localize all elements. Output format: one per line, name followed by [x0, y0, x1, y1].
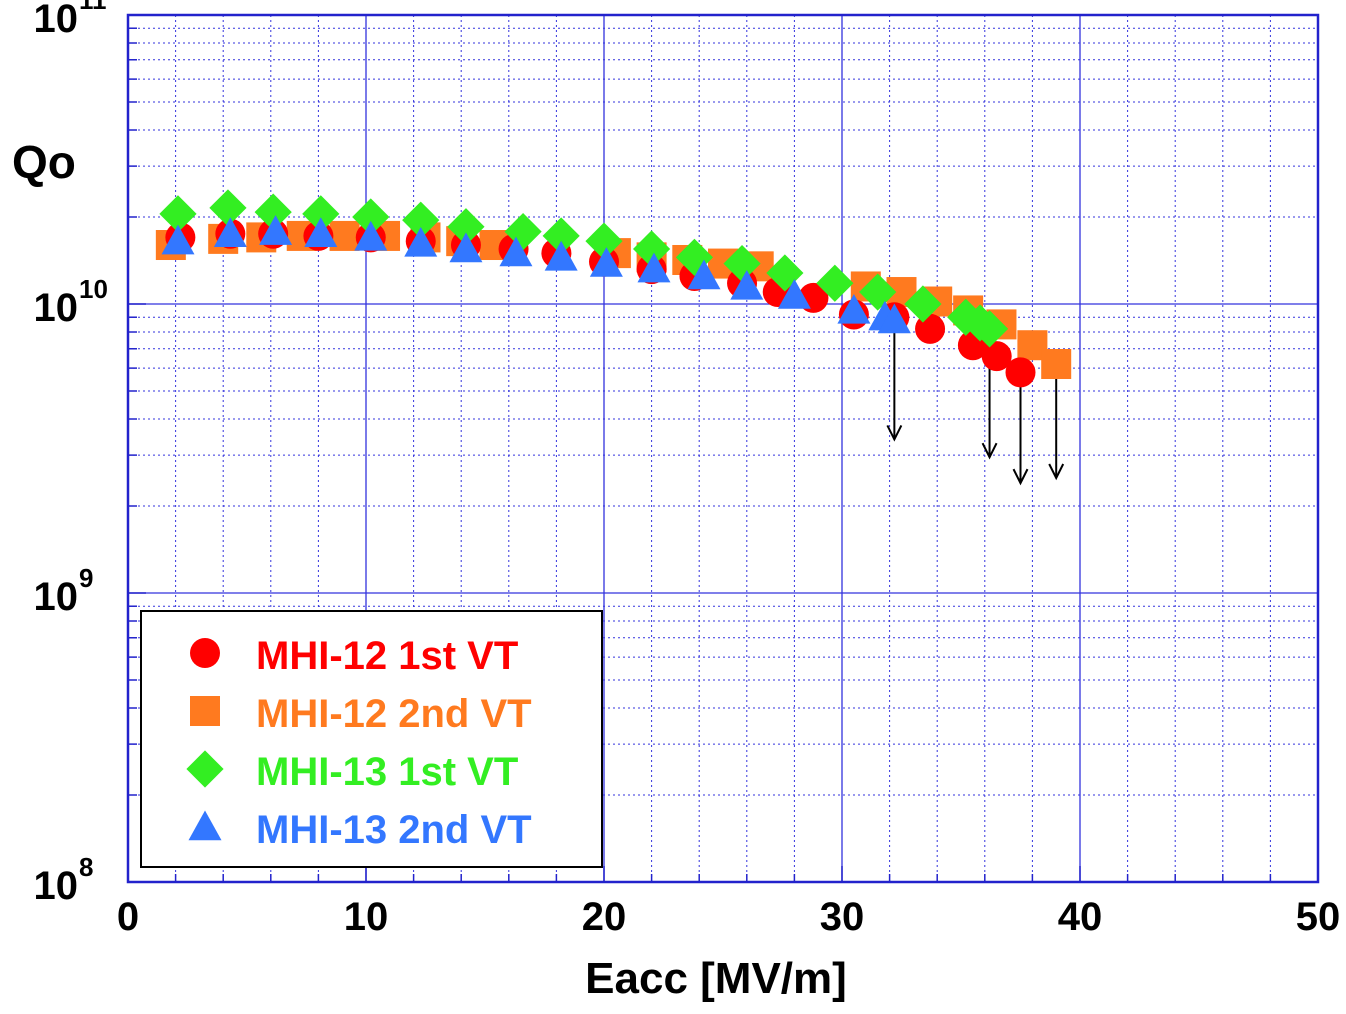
y-axis-title: Qo: [12, 136, 76, 188]
data-point: [904, 285, 942, 323]
limit-arrow-head: [886, 424, 903, 442]
data-point: [981, 341, 1012, 372]
data-point: [1041, 348, 1072, 379]
legend-label: MHI-13 1st VT: [256, 750, 518, 794]
x-tick-label: 20: [582, 895, 627, 939]
y-tick-exponent: 8: [79, 852, 93, 882]
legend-entry: MHI-13 1st VT: [186, 750, 518, 794]
series-diamond-markers: [159, 189, 1009, 348]
data-point: [544, 240, 578, 271]
data-point: [447, 208, 485, 246]
y-tick-label: 10 8: [34, 852, 94, 908]
y-tick-exponent: 10: [79, 274, 108, 304]
y-tick-label: 10 9: [34, 563, 94, 619]
data-point: [589, 247, 623, 277]
data-point: [777, 279, 811, 309]
y-tick-label: 10 11: [34, 0, 107, 41]
plot-frame: [126, 13, 1320, 884]
legend-marker: [190, 638, 220, 668]
y-tick-exponent: 11: [79, 0, 107, 15]
limit-arrow-head: [981, 442, 998, 460]
limit-arrow: [886, 320, 903, 442]
y-tick-label: 10 10: [34, 274, 108, 330]
data-point: [585, 222, 623, 260]
data-point: [304, 217, 338, 247]
legend-marker: [186, 750, 224, 788]
x-tick-label: 40: [1058, 895, 1103, 939]
x-tick-label: 10: [344, 895, 389, 939]
data-point: [302, 195, 340, 233]
legend-marker: [190, 696, 220, 726]
data-point: [402, 201, 440, 239]
y-tick-base: 10: [34, 864, 79, 908]
limit-arrow-head: [1048, 463, 1065, 481]
data-point: [352, 198, 390, 236]
legend-label: MHI-13 2nd VT: [256, 808, 532, 852]
legend-entry: MHI-12 2nd VT: [190, 692, 532, 736]
legend-marker: [188, 810, 222, 841]
limit-arrow: [1048, 363, 1065, 481]
data-point: [213, 217, 247, 247]
data-point: [633, 230, 671, 268]
data-point: [877, 303, 911, 334]
data-point: [637, 252, 671, 283]
data-point: [499, 236, 533, 267]
data-point: [730, 269, 764, 300]
x-tick-label: 30: [820, 895, 865, 939]
grid-lines: [128, 15, 1318, 882]
data-point: [449, 232, 483, 263]
data-point: [687, 259, 721, 290]
legend-label: MHI-12 2nd VT: [256, 692, 532, 736]
data-point: [947, 298, 985, 336]
y-tick-base: 10: [34, 0, 79, 41]
data-point: [1005, 357, 1036, 388]
x-tick-label: 50: [1296, 895, 1341, 939]
legend: MHI-12 1st VT MHI-12 2nd VT MHI-13 1st VT M…: [140, 610, 603, 868]
legend-label: MHI-12 1st VT: [256, 634, 518, 678]
data-point: [816, 264, 854, 302]
y-tick-exponent: 9: [79, 563, 93, 593]
data-point: [723, 244, 761, 283]
data-point: [542, 217, 580, 255]
legend-entry: MHI-12 1st VT: [190, 634, 518, 678]
series-triangle-markers: [161, 215, 911, 334]
x-tick-labels: 0 10 20 30 40 50: [117, 895, 1340, 939]
data-point: [209, 189, 247, 227]
data-point: [159, 195, 197, 233]
data-point: [254, 193, 292, 231]
legend-entries: MHI-12 1st VT MHI-12 2nd VT MHI-13 1st VT M…: [186, 634, 532, 852]
y-tick-base: 10: [34, 286, 79, 330]
data-point: [161, 224, 195, 255]
data-point: [404, 226, 438, 257]
legend-entry: MHI-13 2nd VT: [188, 808, 532, 852]
data-point: [766, 254, 804, 292]
y-tick-base: 10: [34, 575, 79, 619]
data-point: [259, 215, 293, 245]
x-tick-label: 0: [117, 895, 139, 939]
x-axis-title: Eacc [MV/m]: [585, 954, 847, 1003]
data-point: [859, 273, 897, 311]
data-point: [675, 238, 714, 276]
limit-arrow-head: [1012, 468, 1029, 486]
data-markers: [155, 189, 1072, 388]
data-point: [970, 310, 1009, 348]
data-point: [837, 293, 871, 324]
data-point: [354, 220, 388, 251]
limit-arrow: [1012, 372, 1029, 486]
